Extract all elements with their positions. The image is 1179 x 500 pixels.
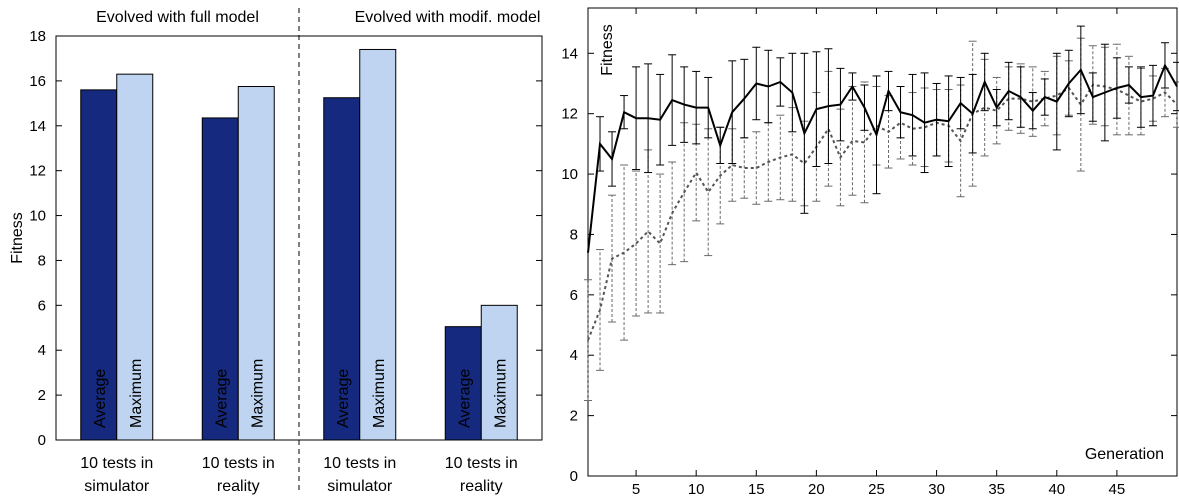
bar-series-label: Average: [335, 369, 352, 428]
bar-series-label: Maximum: [128, 359, 145, 428]
mean-line-dashed: [587, 83, 1178, 341]
y-tick-label: 14: [561, 45, 578, 62]
bar-series-label: Maximum: [249, 359, 266, 428]
bar-average: [444, 326, 482, 441]
group-title: Evolved with full model: [96, 9, 259, 26]
x-tick-label: 40: [1048, 481, 1065, 498]
bar-average: [80, 89, 118, 441]
x-tick-label: 30: [928, 481, 945, 498]
y-tick-label: 12: [29, 163, 46, 180]
bar-maximum: [116, 73, 154, 441]
bar-series-label: Maximum: [492, 359, 509, 428]
bar-average: [323, 97, 361, 441]
x-category-label: reality: [460, 478, 503, 495]
y-tick-label: 10: [561, 166, 578, 183]
y-tick-label: 16: [29, 73, 46, 90]
x-category-label: 10 tests in: [323, 455, 396, 472]
x-category-label: reality: [217, 478, 260, 495]
bar-chart-fitness: 0 2 4 6 8 10 12 14 16 18 Fitness Evolved with full …: [9, 8, 543, 495]
y-tick-label: 4: [570, 347, 578, 364]
x-tick-label: 35: [988, 481, 1005, 498]
y-axis-label: Fitness: [599, 24, 616, 76]
plot-frame: [587, 7, 1178, 477]
y-axis-label: Fitness: [9, 212, 26, 264]
x-tick-label: 5: [632, 481, 640, 498]
x-category-label: 10 tests in: [202, 455, 275, 472]
x-tick-label: 10: [688, 481, 705, 498]
series-solid: [587, 25, 1179, 253]
x-tick-label: 25: [868, 481, 885, 498]
line-chart-fitness-by-generation: 0 2 4 6 8 10 12 14 5 10 15 20 25 30 35 40 45 Generation Fi…: [561, 7, 1179, 498]
group-title: Evolved with modif. model: [355, 9, 541, 26]
x-category-label: simulator: [327, 478, 393, 495]
y-tick-label: 8: [570, 226, 578, 243]
x-category-label: simulator: [84, 478, 150, 495]
bar-maximum: [480, 304, 518, 441]
y-tick-label: 6: [570, 287, 578, 304]
bar-maximum: [237, 86, 275, 441]
x-tick-label: 45: [1109, 481, 1126, 498]
y-tick-label: 6: [38, 297, 46, 314]
x-tick-label: 20: [808, 481, 825, 498]
y-tick-label: 0: [38, 432, 46, 449]
bar-series-label: Average: [456, 369, 473, 428]
y-tick-label: 2: [570, 408, 578, 425]
y-tick-label: 14: [29, 118, 46, 135]
mean-line-solid: [587, 63, 1178, 253]
y-tick-label: 2: [38, 387, 46, 404]
x-axis-label: Generation: [1085, 446, 1164, 463]
x-tick-label: 15: [748, 481, 765, 498]
x-category-label: 10 tests in: [445, 455, 518, 472]
bar-series-label: Maximum: [371, 359, 388, 428]
y-tick-label: 0: [570, 468, 578, 485]
y-tick-label: 18: [29, 28, 46, 45]
x-category-label: 10 tests in: [80, 455, 153, 472]
bar-series-label: Average: [92, 369, 109, 428]
bar-maximum: [359, 48, 397, 441]
y-tick-label: 12: [561, 106, 578, 123]
y-tick-label: 4: [38, 342, 46, 359]
series-dashed: [584, 37, 1179, 402]
y-tick-label: 10: [29, 208, 46, 225]
bar-series-label: Average: [213, 369, 230, 428]
y-tick-label: 8: [38, 252, 46, 269]
